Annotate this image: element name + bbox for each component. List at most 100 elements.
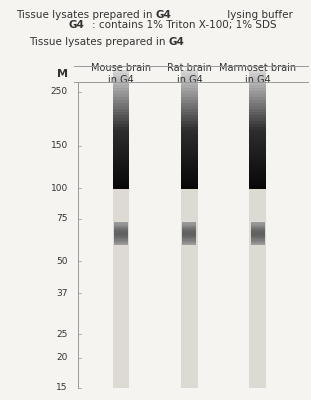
Bar <box>249 186 266 189</box>
Bar <box>251 238 265 240</box>
Bar <box>249 70 266 73</box>
Bar <box>181 73 197 76</box>
Bar <box>113 126 129 130</box>
Bar <box>113 132 129 136</box>
Bar <box>183 227 196 228</box>
Bar <box>183 243 196 244</box>
Bar <box>113 103 129 106</box>
Bar <box>249 85 266 88</box>
Bar <box>251 226 265 227</box>
Bar <box>114 237 128 238</box>
Bar <box>249 91 266 94</box>
Bar <box>183 232 196 234</box>
Bar <box>183 235 196 236</box>
Bar <box>249 142 266 144</box>
Bar <box>113 94 129 97</box>
Bar <box>113 136 129 138</box>
Bar <box>114 238 128 240</box>
FancyBboxPatch shape <box>113 92 129 388</box>
Bar <box>181 177 197 180</box>
Bar <box>181 147 197 150</box>
Bar <box>249 159 266 162</box>
Bar <box>183 224 196 225</box>
Bar <box>249 126 266 130</box>
Text: 150: 150 <box>51 141 68 150</box>
Text: lysing buffer: lysing buffer <box>224 10 293 20</box>
Bar <box>113 130 129 132</box>
Bar <box>113 168 129 171</box>
Bar <box>249 132 266 136</box>
Bar <box>181 162 197 165</box>
Bar <box>249 136 266 138</box>
Bar <box>181 85 197 88</box>
Bar <box>251 237 265 238</box>
Bar <box>251 225 265 226</box>
Bar <box>183 238 196 240</box>
Bar <box>181 126 197 130</box>
Bar <box>249 153 266 156</box>
Bar <box>181 153 197 156</box>
Bar <box>113 144 129 147</box>
Bar <box>114 240 128 242</box>
Bar <box>249 112 266 115</box>
FancyBboxPatch shape <box>249 92 266 388</box>
Bar <box>114 243 128 244</box>
Bar <box>114 226 128 227</box>
Bar <box>181 124 197 126</box>
Bar <box>251 242 265 243</box>
Bar <box>113 165 129 168</box>
Bar <box>181 183 197 186</box>
Text: 100: 100 <box>51 184 68 193</box>
Bar <box>251 244 265 245</box>
Bar <box>114 242 128 243</box>
Bar <box>183 237 196 238</box>
Bar <box>113 177 129 180</box>
Bar <box>113 109 129 112</box>
Bar <box>181 112 197 115</box>
Bar <box>114 235 128 236</box>
Bar <box>114 227 128 228</box>
Text: G4: G4 <box>156 10 171 20</box>
Text: Marmoset brain
in G4: Marmoset brain in G4 <box>219 63 296 85</box>
Bar <box>181 144 197 147</box>
Bar <box>183 225 196 226</box>
Bar <box>249 73 266 76</box>
Bar <box>114 222 128 224</box>
Bar <box>113 150 129 153</box>
Bar <box>249 115 266 118</box>
Bar <box>251 227 265 228</box>
Bar <box>181 91 197 94</box>
Bar <box>181 174 197 177</box>
Text: G4: G4 <box>169 37 184 47</box>
Bar <box>249 174 266 177</box>
Bar <box>181 70 197 73</box>
Bar <box>113 112 129 115</box>
Bar <box>113 82 129 85</box>
Bar <box>251 243 265 244</box>
Bar <box>249 82 266 85</box>
Bar <box>113 183 129 186</box>
Bar <box>113 147 129 150</box>
Bar <box>181 115 197 118</box>
Bar <box>181 159 197 162</box>
Bar <box>113 88 129 91</box>
Bar <box>249 162 266 165</box>
Text: Rat brain
in G4: Rat brain in G4 <box>167 63 212 85</box>
Bar <box>249 147 266 150</box>
Bar <box>249 97 266 100</box>
Bar <box>181 103 197 106</box>
Text: 15: 15 <box>56 384 68 392</box>
Bar <box>251 222 265 224</box>
Bar <box>249 103 266 106</box>
Bar <box>113 159 129 162</box>
Bar <box>251 224 265 225</box>
Bar <box>181 136 197 138</box>
Bar <box>249 144 266 147</box>
Bar <box>181 88 197 91</box>
Bar <box>114 244 128 245</box>
Bar <box>249 183 266 186</box>
Text: 50: 50 <box>56 257 68 266</box>
FancyBboxPatch shape <box>181 92 197 388</box>
Bar <box>181 180 197 183</box>
Bar <box>114 224 128 225</box>
